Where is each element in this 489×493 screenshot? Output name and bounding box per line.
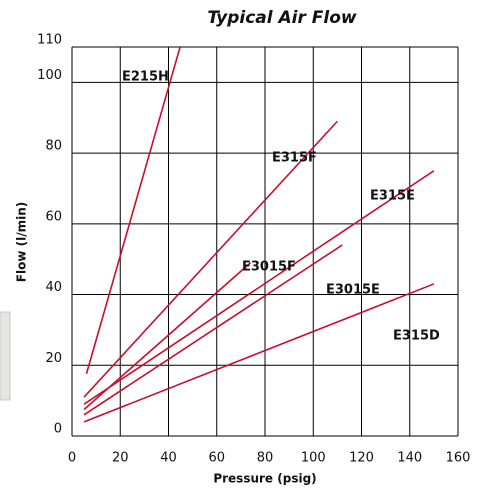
x-tick-label: 40 [160, 451, 177, 466]
series-label: E3015E [326, 283, 380, 298]
y-tick-label: 60 [45, 209, 62, 224]
y-axis-title: Flow (l/min) [15, 202, 29, 282]
series-label: E315F [272, 151, 317, 166]
chart-title: Typical Air Flow [207, 8, 357, 28]
series-line [83, 120, 338, 398]
x-tick-label: 0 [68, 451, 76, 466]
x-axis-title: Pressure (psig) [213, 472, 316, 486]
y-tick-label: 100 [37, 68, 62, 83]
x-tick-label: 160 [446, 451, 471, 466]
series-line [85, 46, 181, 374]
y-tick-label: 0 [54, 422, 62, 437]
x-tick-label: 120 [349, 451, 374, 466]
series-line [83, 170, 435, 405]
series-label: E3015F [242, 260, 296, 275]
y-tick-label: 110 [37, 33, 62, 48]
x-tick-label: 140 [397, 451, 422, 466]
y-tick-label: 20 [45, 351, 62, 366]
x-tick-label: 20 [112, 451, 129, 466]
product-image [0, 311, 11, 401]
y-tick-label: 80 [45, 139, 62, 154]
series-line [83, 244, 343, 416]
y-tick-label: 40 [45, 280, 62, 295]
x-tick-label: 60 [208, 451, 225, 466]
x-tick-label: 80 [257, 451, 274, 466]
series-label: E315D [393, 329, 440, 344]
x-tick-label: 100 [301, 451, 326, 466]
series-label: E315E [370, 189, 415, 204]
series-line [83, 283, 435, 423]
series-line [83, 262, 252, 411]
series-label: E215H [122, 70, 169, 85]
